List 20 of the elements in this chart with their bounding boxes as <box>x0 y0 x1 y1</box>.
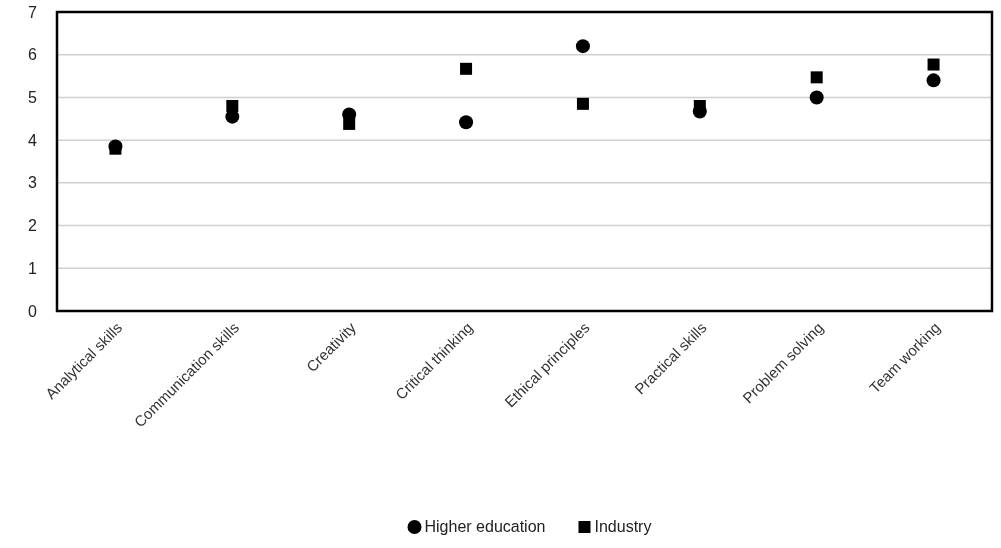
point <box>809 90 824 105</box>
point <box>459 115 474 130</box>
y-tick-label: 4 <box>28 131 38 149</box>
point <box>926 73 941 88</box>
point <box>576 97 589 110</box>
point <box>575 39 590 54</box>
y-tick-label: 0 <box>28 302 38 320</box>
y-tick-label: 6 <box>28 46 38 64</box>
y-tick-label: 5 <box>28 89 38 107</box>
point <box>927 58 940 71</box>
legend-label: Industry <box>594 518 652 535</box>
point <box>343 117 356 130</box>
legend-label: Higher education <box>424 518 546 535</box>
y-tick-label: 3 <box>28 174 38 192</box>
y-tick-label: 1 <box>28 259 38 277</box>
point <box>460 62 473 75</box>
y-tick-label: 7 <box>28 3 38 21</box>
y-tick-label: 2 <box>28 217 38 235</box>
point <box>226 99 239 112</box>
point <box>810 71 823 84</box>
